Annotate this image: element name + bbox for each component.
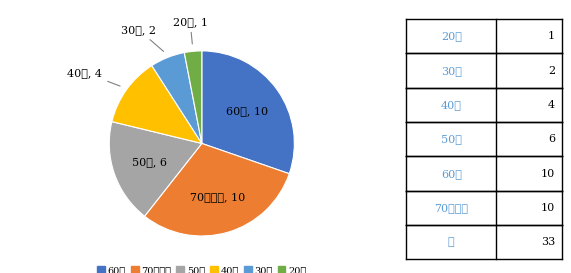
Legend: 60代, 70代以上, 50代, 40代, 30代, 20代: 60代, 70代以上, 50代, 40代, 30代, 20代: [93, 262, 311, 273]
Text: 4: 4: [548, 100, 555, 110]
Wedge shape: [109, 122, 202, 216]
Text: 6: 6: [548, 134, 555, 144]
Text: 30代: 30代: [441, 66, 462, 76]
Text: 30代, 2: 30代, 2: [122, 25, 164, 51]
Text: 50代: 50代: [441, 134, 462, 144]
Text: 50代, 6: 50代, 6: [132, 157, 167, 167]
Text: 40代: 40代: [441, 100, 462, 110]
Wedge shape: [152, 53, 202, 143]
Wedge shape: [202, 51, 295, 174]
Wedge shape: [184, 51, 202, 143]
Text: 40代, 4: 40代, 4: [67, 68, 120, 86]
Wedge shape: [144, 143, 289, 236]
Text: 計: 計: [448, 237, 455, 247]
Text: 1: 1: [548, 31, 555, 41]
Text: 10: 10: [541, 168, 555, 179]
Text: 20代, 1: 20代, 1: [172, 17, 208, 44]
Text: 70代以上, 10: 70代以上, 10: [190, 192, 245, 202]
Text: 60代, 10: 60代, 10: [226, 106, 268, 116]
Text: 70代以上: 70代以上: [434, 203, 468, 213]
Text: 2: 2: [548, 66, 555, 76]
Text: 60代: 60代: [441, 168, 462, 179]
Text: 10: 10: [541, 203, 555, 213]
Wedge shape: [112, 66, 202, 143]
Text: 20代: 20代: [441, 31, 462, 41]
Text: 33: 33: [541, 237, 555, 247]
